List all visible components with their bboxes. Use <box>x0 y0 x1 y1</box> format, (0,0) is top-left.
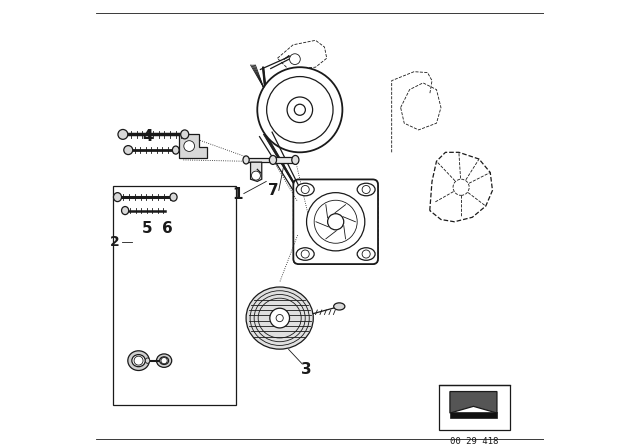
Text: 6: 6 <box>163 221 173 236</box>
Circle shape <box>362 185 370 194</box>
Ellipse shape <box>292 155 299 164</box>
Ellipse shape <box>118 129 128 139</box>
Circle shape <box>307 193 365 251</box>
Ellipse shape <box>132 355 145 366</box>
Circle shape <box>267 77 333 143</box>
Polygon shape <box>275 157 296 163</box>
Bar <box>439 385 511 430</box>
Text: 00 29 418: 00 29 418 <box>451 437 499 446</box>
Polygon shape <box>250 162 262 181</box>
Bar <box>450 412 497 418</box>
Circle shape <box>287 97 312 122</box>
Circle shape <box>289 54 300 65</box>
Ellipse shape <box>113 193 122 202</box>
Circle shape <box>161 358 167 364</box>
Ellipse shape <box>122 207 129 215</box>
Circle shape <box>184 141 195 151</box>
Ellipse shape <box>246 287 314 349</box>
Ellipse shape <box>269 155 276 164</box>
Ellipse shape <box>357 248 375 260</box>
Circle shape <box>314 200 357 243</box>
Bar <box>113 186 236 405</box>
Circle shape <box>257 67 342 152</box>
Ellipse shape <box>296 183 314 196</box>
Ellipse shape <box>333 303 345 310</box>
Polygon shape <box>179 134 207 158</box>
Ellipse shape <box>159 357 168 365</box>
Circle shape <box>270 308 289 328</box>
Ellipse shape <box>124 146 132 155</box>
Polygon shape <box>450 392 497 413</box>
Ellipse shape <box>180 130 189 139</box>
Circle shape <box>134 356 143 365</box>
Polygon shape <box>246 158 273 162</box>
Ellipse shape <box>243 156 249 164</box>
Ellipse shape <box>156 354 172 367</box>
Circle shape <box>294 104 305 115</box>
Ellipse shape <box>357 183 375 196</box>
Circle shape <box>301 250 309 258</box>
Circle shape <box>328 214 344 230</box>
Text: 4: 4 <box>142 129 153 144</box>
Text: 3: 3 <box>301 362 312 377</box>
Circle shape <box>301 185 309 194</box>
Ellipse shape <box>145 358 150 363</box>
Ellipse shape <box>172 146 179 154</box>
Circle shape <box>276 314 284 322</box>
Ellipse shape <box>296 248 314 260</box>
FancyBboxPatch shape <box>293 179 378 264</box>
Text: 7: 7 <box>268 183 278 198</box>
Ellipse shape <box>170 193 177 201</box>
Circle shape <box>362 250 370 258</box>
Circle shape <box>252 171 260 180</box>
Text: 1: 1 <box>232 187 243 202</box>
Ellipse shape <box>128 351 149 370</box>
Text: 2: 2 <box>110 235 120 249</box>
Circle shape <box>453 179 469 195</box>
Text: 5: 5 <box>142 221 153 236</box>
